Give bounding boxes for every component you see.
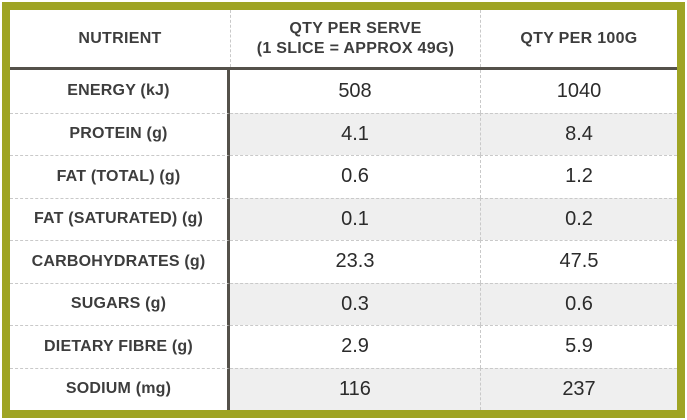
header-qty-per-serve-line2: (1 SLICE = APPROX 49G): [256, 39, 455, 57]
nutrient-cell: SODIUM (mg): [10, 367, 230, 410]
per-100g-cell: 0.6: [480, 282, 677, 325]
header-qty-per-serve: QTY PER SERVE (1 SLICE = APPROX 49G): [230, 10, 480, 67]
header-nutrient-label: NUTRIENT: [78, 29, 162, 47]
nutrient-cell: FAT (SATURATED) (g): [10, 197, 230, 240]
per-100g-cell: 47.5: [480, 240, 677, 283]
header-nutrient: NUTRIENT: [10, 10, 230, 67]
per-serve-cell: 2.9: [230, 325, 480, 368]
table-row: DIETARY FIBRE (g) 2.9 5.9: [10, 325, 677, 368]
per-serve-cell: 0.3: [230, 282, 480, 325]
per-100g-cell: 1040: [480, 70, 677, 113]
nutrient-cell: DIETARY FIBRE (g): [10, 325, 230, 368]
per-serve-cell: 116: [230, 367, 480, 410]
per-serve-cell: 0.6: [230, 155, 480, 198]
nutrient-cell: FAT (TOTAL) (g): [10, 155, 230, 198]
per-serve-cell: 0.1: [230, 197, 480, 240]
per-100g-cell: 5.9: [480, 325, 677, 368]
per-100g-cell: 8.4: [480, 112, 677, 155]
table-row: CARBOHYDRATES (g) 23.3 47.5: [10, 240, 677, 283]
table-row: SUGARS (g) 0.3 0.6: [10, 282, 677, 325]
nutrient-cell: CARBOHYDRATES (g): [10, 240, 230, 283]
header-qty-per-serve-line1: QTY PER SERVE: [289, 19, 422, 37]
nutrient-cell: SUGARS (g): [10, 282, 230, 325]
table-row: PROTEIN (g) 4.1 8.4: [10, 112, 677, 155]
per-100g-cell: 237: [480, 367, 677, 410]
table-header-row: NUTRIENT QTY PER SERVE (1 SLICE = APPROX…: [10, 10, 677, 70]
per-100g-cell: 1.2: [480, 155, 677, 198]
table-body: ENERGY (kJ) 508 1040 PROTEIN (g) 4.1 8.4…: [10, 70, 677, 410]
header-qty-per-100g: QTY PER 100G: [480, 10, 677, 67]
header-qty-per-100g-label: QTY PER 100G: [520, 29, 638, 47]
per-100g-cell: 0.2: [480, 197, 677, 240]
nutrient-cell: ENERGY (kJ): [10, 70, 230, 113]
table-row: ENERGY (kJ) 508 1040: [10, 70, 677, 113]
per-serve-cell: 4.1: [230, 112, 480, 155]
table-row: FAT (SATURATED) (g) 0.1 0.2: [10, 197, 677, 240]
per-serve-cell: 23.3: [230, 240, 480, 283]
per-serve-cell: 508: [230, 70, 480, 113]
nutrient-cell: PROTEIN (g): [10, 112, 230, 155]
table-row: FAT (TOTAL) (g) 0.6 1.2: [10, 155, 677, 198]
table-row: SODIUM (mg) 116 237: [10, 367, 677, 410]
